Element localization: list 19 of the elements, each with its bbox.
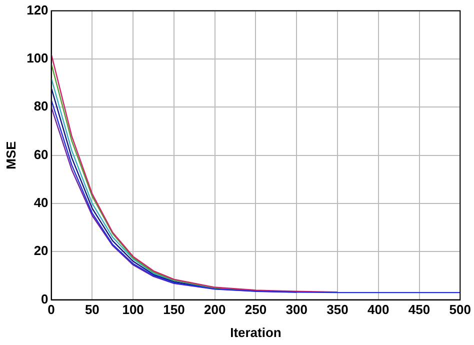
x-tick-label: 400 <box>368 302 390 318</box>
y-tick-label: 60 <box>34 146 48 162</box>
x-tick-label: 300 <box>286 302 308 318</box>
x-tick-label: 250 <box>244 302 267 318</box>
x-tick-label: 450 <box>408 302 430 318</box>
x-tick-label: 500 <box>449 302 472 318</box>
x-axis-title: Iteration <box>230 324 282 340</box>
y-tick-label: 120 <box>26 2 48 18</box>
y-axis-title: MSE <box>3 140 18 170</box>
x-tick-label: 150 <box>163 302 185 318</box>
y-tick-label: 100 <box>26 50 48 66</box>
x-tick-label: 200 <box>204 302 226 318</box>
x-tick-label: 50 <box>84 302 100 318</box>
y-tick-label: 20 <box>34 243 48 258</box>
x-tick-label: 350 <box>326 302 348 318</box>
y-tick-label: 40 <box>34 195 48 210</box>
y-tick-label: 80 <box>34 98 48 114</box>
x-tick-label: 100 <box>122 302 144 318</box>
y-tick-label: 0 <box>41 291 48 306</box>
